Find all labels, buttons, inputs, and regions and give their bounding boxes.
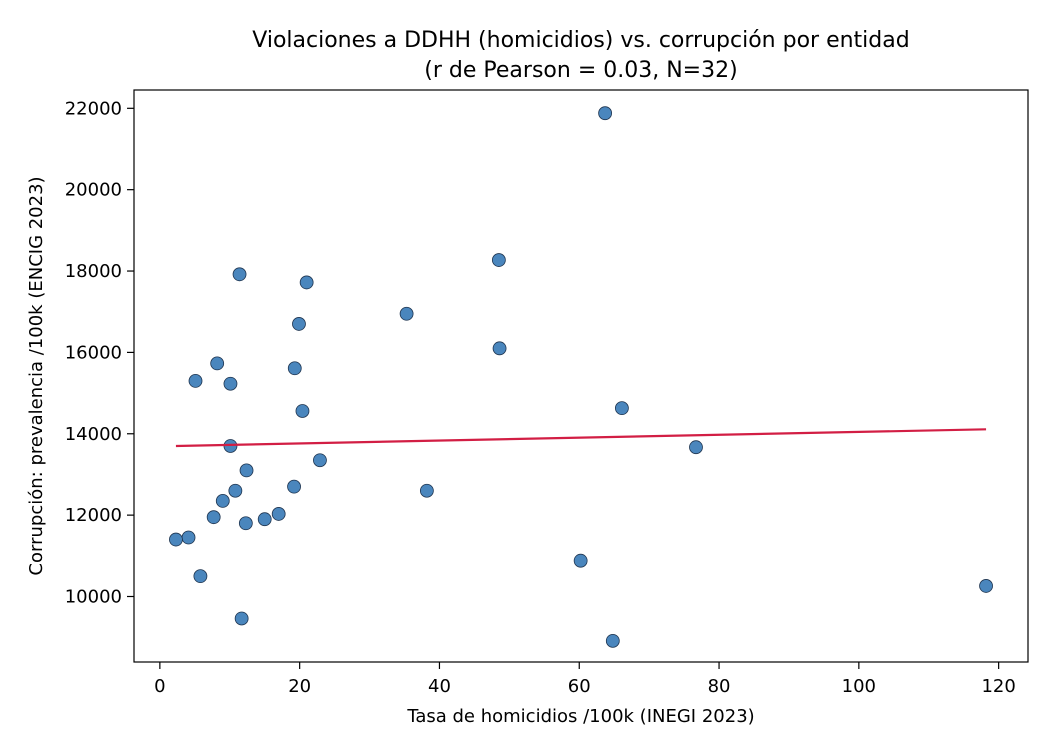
data-point [188, 373, 203, 388]
y-tick-label: 22000 [65, 98, 122, 119]
data-point [492, 341, 507, 356]
data-point [257, 512, 272, 527]
data-point [491, 253, 506, 267]
data-point [614, 401, 629, 416]
data-point [223, 376, 238, 391]
y-tick-label: 14000 [65, 424, 122, 445]
x-tick-label: 100 [842, 676, 876, 697]
plot-frame [133, 89, 1029, 663]
data-point [228, 483, 243, 498]
data-point [287, 361, 302, 376]
y-tick-label: 16000 [65, 342, 122, 363]
data-point [169, 532, 183, 547]
y-tick-label: 10000 [65, 587, 122, 608]
y-tick-label: 12000 [65, 505, 122, 526]
data-point [689, 440, 703, 455]
data-point [193, 569, 208, 584]
data-point [238, 516, 253, 531]
x-tick-label: 60 [568, 676, 591, 697]
x-axis-ticks: 0 20 40 60 80 100 120 [154, 662, 1016, 697]
chart-subtitle: (r de Pearson = 0.03, N=32) [424, 58, 737, 83]
y-tick-label: 18000 [65, 261, 122, 282]
data-point [605, 633, 620, 648]
data-point [206, 510, 221, 525]
data-point [287, 479, 301, 494]
y-axis-ticks: 10000 12000 14000 16000 18000 20000 22000 [65, 98, 134, 608]
y-tick-label: 20000 [65, 180, 122, 201]
data-point [239, 463, 254, 478]
x-tick-label: 40 [428, 676, 451, 697]
data-point [181, 530, 196, 545]
data-point [573, 553, 588, 568]
data-point [399, 306, 414, 321]
data-point [210, 356, 225, 371]
plot-area [169, 106, 993, 648]
data-point [313, 453, 327, 468]
data-point [419, 483, 434, 498]
data-point [299, 275, 314, 290]
data-point [232, 267, 247, 282]
trend-line [175, 428, 987, 448]
data-point [295, 404, 310, 418]
y-axis-label: Corrupción: prevalencia /100k (ENCIG 202… [26, 176, 47, 575]
x-tick-label: 80 [708, 676, 731, 697]
data-point [271, 507, 286, 521]
x-tick-label: 20 [288, 676, 311, 697]
data-point [215, 493, 230, 508]
data-point [234, 611, 249, 626]
x-tick-label: 0 [154, 676, 165, 697]
chart-title: Violaciones a DDHH (homicidios) vs. corr… [252, 28, 909, 53]
data-point [979, 579, 993, 593]
data-point [598, 106, 613, 121]
x-tick-label: 120 [981, 676, 1015, 697]
data-point [292, 317, 306, 331]
x-axis-label: Tasa de homicidios /100k (INEGI 2023) [406, 706, 754, 727]
